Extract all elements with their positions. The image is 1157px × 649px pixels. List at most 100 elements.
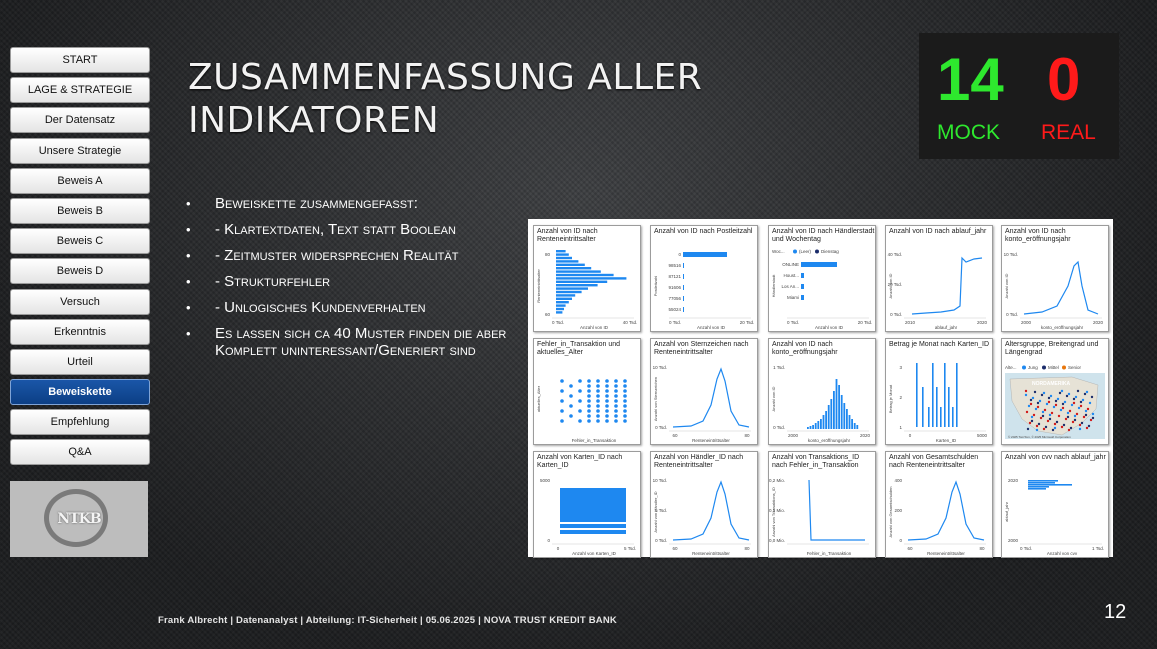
y-axis-label: Anzahl von ID: [771, 386, 776, 411]
chart-title: Anzahl von Transaktions_ID nach Fehler_i…: [772, 454, 860, 469]
nav-button[interactable]: Beweis D: [10, 258, 150, 285]
nav-button[interactable]: Empfehlung: [10, 409, 150, 436]
chart-tile[interactable]: Fehler_in_Transaktion und aktuelles_Alte…: [533, 338, 641, 445]
scatter-point: [560, 399, 564, 403]
chart-mark: [840, 395, 843, 429]
chart-tile[interactable]: Anzahl von Händler_ID nach Renteneintrit…: [650, 451, 758, 558]
nav-button[interactable]: Erkenntnis: [10, 318, 150, 345]
chart-svg: Betrag je Monat Karten_ID 0 5000 3 2 1: [888, 363, 988, 443]
chart-mark: [838, 385, 840, 429]
chart-mark: [922, 387, 924, 427]
nav-button[interactable]: LAGE & STRATEGIE: [10, 77, 150, 104]
chart-tile[interactable]: Anzahl von ID nach Postleitzahl Postleitz…: [650, 225, 758, 332]
page-number: 12: [1104, 601, 1127, 623]
chart-tile[interactable]: Anzahl von ID nach konto_eröffnungsjahr A…: [768, 338, 876, 445]
map-point: [1043, 408, 1047, 412]
chart-mark: [827, 405, 830, 429]
chart-tile[interactable]: Anzahl von Transaktions_ID nach Fehler_i…: [768, 451, 876, 558]
map-point: [1040, 393, 1044, 397]
scatter-point: [614, 389, 618, 393]
nav-button[interactable]: Versuch: [10, 288, 150, 315]
chart-title: Betrag je Monat nach Karten_ID: [889, 341, 990, 348]
y-axis-label: ablauf_jahr: [1004, 501, 1009, 521]
chart-mark: [843, 403, 846, 429]
map-point: [1036, 405, 1040, 409]
scatter-point: [596, 409, 600, 413]
x-tick-label: 0 Tsd.: [669, 320, 681, 325]
bullet-text: - Klartextdaten, Text statt Boolean: [215, 221, 456, 238]
chart-tile[interactable]: Anzahl von ID nach Händlerstadt und Woch…: [768, 225, 876, 332]
chart-tile[interactable]: Anzahl von ID nach ablauf_jahr Anzahl von…: [885, 225, 993, 332]
chart-mark: [556, 260, 579, 263]
y-tick-label: 40 Tsd.: [888, 252, 902, 257]
scatter-point: [623, 404, 627, 408]
y-axis-label: Anzahl von Gesamtschulden: [888, 487, 893, 538]
x-axis-label: Renteneintrittsalter: [692, 438, 730, 443]
x-axis-label: Anzahl von ID: [580, 325, 609, 330]
nav-button[interactable]: Beweis A: [10, 167, 150, 194]
map-point: [1085, 426, 1089, 430]
chart-tile[interactable]: Anzahl von Sternzeichen nach Renteneintr…: [650, 338, 758, 445]
map-point: [1050, 411, 1054, 415]
category-label: 87121: [668, 274, 681, 279]
chart-tile[interactable]: Betrag je Monat nach Karten_ID Betrag je …: [885, 338, 993, 445]
category-label: 55024: [668, 307, 681, 312]
scatter-point: [560, 389, 564, 393]
scatter-point: [596, 389, 600, 393]
legend-dot: [815, 249, 819, 254]
chart-mark: [851, 419, 853, 429]
scatter-point: [605, 409, 609, 413]
x-axis-label: Renteneintrittsalter: [927, 551, 965, 556]
scatter-point: [578, 399, 582, 403]
map-point: [1073, 418, 1077, 422]
nav-button[interactable]: Urteil: [10, 348, 150, 375]
y-tick-label: 80: [545, 252, 551, 257]
category-label: Miami: [787, 295, 799, 300]
chart-mark: [556, 277, 627, 280]
chart-tile[interactable]: Anzahl von Karten_ID nach Karten_ID Anzah…: [533, 451, 641, 558]
scatter-point: [596, 394, 600, 398]
nav-button[interactable]: Beweiskette: [10, 379, 150, 406]
map-point: [1086, 407, 1090, 411]
chart-tile[interactable]: Anzahl von cvv nach ablauf_jahr ablauf_ja…: [1001, 451, 1109, 558]
map-point: [1084, 413, 1088, 417]
nav-button[interactable]: Beweis C: [10, 228, 150, 255]
chart-tile[interactable]: Anzahl von ID nach konto_eröffnungsjahr A…: [1001, 225, 1109, 332]
legend-dot: [1042, 365, 1046, 370]
chart-mark: [556, 311, 563, 314]
nav-button[interactable]: Q&A: [10, 439, 150, 466]
map-point: [1042, 427, 1046, 431]
nav-button[interactable]: Der Datensatz: [10, 107, 150, 134]
scatter-point: [623, 384, 627, 388]
x-tick-label: 80: [979, 546, 985, 551]
scatter-point: [596, 419, 600, 423]
map-point: [1047, 396, 1051, 400]
map-point: [1087, 424, 1091, 428]
chart-mark: [928, 407, 930, 427]
chart-mark: [853, 423, 856, 429]
chart-svg: Anzahl von ID konto_eröffnungsjahr 2000 202…: [1004, 252, 1104, 330]
y-tick-label: 0 Tsd.: [655, 425, 667, 430]
y-tick-label: 0 Tsd.: [1006, 312, 1018, 317]
series-line: [907, 480, 985, 541]
chart-tile[interactable]: Altersgruppe, Breitengrad und Längengrad…: [1001, 338, 1109, 445]
y-axis-label: Anzahl von Händler_ID: [653, 491, 658, 532]
nav-button[interactable]: Beweis B: [10, 197, 150, 224]
chart-tile[interactable]: Anzahl von ID nach Renteneintrittsalter R…: [533, 225, 641, 332]
scatter-point: [605, 414, 609, 418]
x-tick-label: 2000: [1021, 320, 1032, 325]
chart-title: Anzahl von ID nach ablauf_jahr: [889, 228, 987, 235]
chart-title: Anzahl von ID nach Postleitzahl: [654, 228, 753, 235]
scatter-point: [596, 384, 600, 388]
nav-button[interactable]: Unsere Strategie: [10, 137, 150, 164]
nav-button[interactable]: START: [10, 47, 150, 73]
x-axis-label: Karten_ID: [936, 438, 957, 443]
series-line: [672, 367, 750, 428]
chart-title: Anzahl von ID nach konto_eröffnungsjahr: [1005, 228, 1071, 243]
map-point: [1073, 414, 1077, 418]
category-label: Houst...: [783, 273, 799, 278]
map-point: [1065, 394, 1069, 398]
chart-tile[interactable]: Anzahl von Gesamtschulden nach Rentenein…: [885, 451, 993, 558]
y-tick-label: 200: [894, 508, 902, 513]
category-label: 77056: [668, 296, 681, 301]
